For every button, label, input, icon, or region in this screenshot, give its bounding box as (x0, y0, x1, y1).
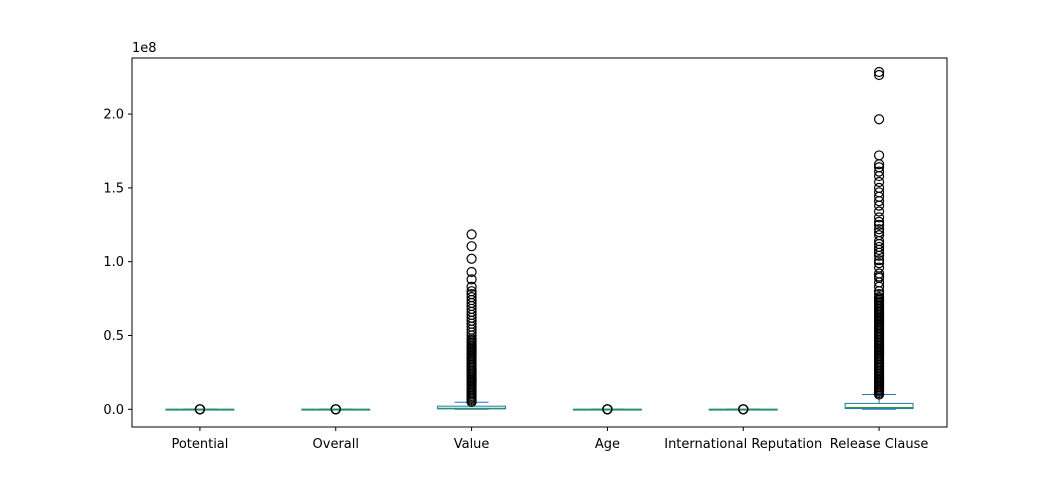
outlier-point (466, 253, 477, 264)
outlier-point (466, 241, 477, 252)
box-group-value (437, 229, 507, 410)
y-tick-label: 0.5 (103, 329, 124, 344)
outlier-point (873, 182, 885, 193)
outlier-point (873, 150, 885, 161)
outlier-point (466, 292, 477, 303)
outlier-point (873, 262, 885, 273)
outlier-point (873, 176, 885, 188)
outlier-point (873, 224, 885, 235)
outlier-point (194, 404, 206, 415)
box-group-international-reputation (708, 404, 778, 415)
iqr-box (844, 402, 914, 410)
outlier-point (873, 206, 885, 217)
y-tick-label: 1.5 (103, 181, 124, 196)
x-axis: Potential Overall Value Age International Re… (171, 427, 928, 452)
outlier-point (873, 241, 885, 253)
x-tick-label: Overall (313, 437, 359, 452)
outlier-point (466, 281, 477, 292)
y-tick-label: 2.0 (103, 108, 124, 123)
y-axis: 0.0 0.5 1.0 1.5 2.0 (103, 108, 132, 418)
outlier-point (466, 266, 477, 278)
outlier-point (873, 289, 885, 300)
outlier-point (330, 404, 341, 415)
x-tick-label: Age (595, 437, 620, 452)
outlier-point (873, 255, 885, 266)
x-tick-label: International Reputation (664, 437, 822, 452)
boxes-layer (165, 66, 914, 415)
box-group-release-clause (844, 66, 914, 410)
outlier-point (873, 162, 885, 173)
x-tick-label: Potential (171, 437, 228, 452)
outlier-point (873, 219, 885, 230)
outlier-point (873, 227, 885, 238)
outlier-point (873, 166, 885, 177)
outlier-point (873, 216, 885, 227)
outlier-point (466, 286, 477, 297)
outlier-point (738, 404, 749, 415)
y-tick-label: 1.0 (103, 255, 124, 270)
outlier-point (466, 289, 477, 300)
outlier-point (873, 212, 885, 223)
outlier-point (602, 404, 613, 415)
outlier-point (873, 69, 885, 81)
outlier-point (873, 230, 885, 241)
outlier-point (873, 258, 885, 269)
outlier-point (873, 66, 885, 78)
plot-frame (131, 57, 948, 428)
x-tick-label: Value (454, 437, 490, 452)
outlier-point (873, 114, 885, 125)
outlier-point (873, 268, 885, 279)
box-group-age (572, 404, 642, 415)
box-group-potential (165, 404, 235, 415)
outlier-point (466, 274, 477, 285)
y-axis-multiplier: 1e8 (132, 41, 157, 56)
x-tick-label: Release Clause (830, 437, 929, 452)
outlier-point (873, 187, 885, 198)
box-group-overall (301, 404, 371, 415)
y-tick-label: 0.0 (103, 403, 124, 418)
outlier-point (873, 292, 885, 303)
outlier-point (466, 229, 477, 240)
